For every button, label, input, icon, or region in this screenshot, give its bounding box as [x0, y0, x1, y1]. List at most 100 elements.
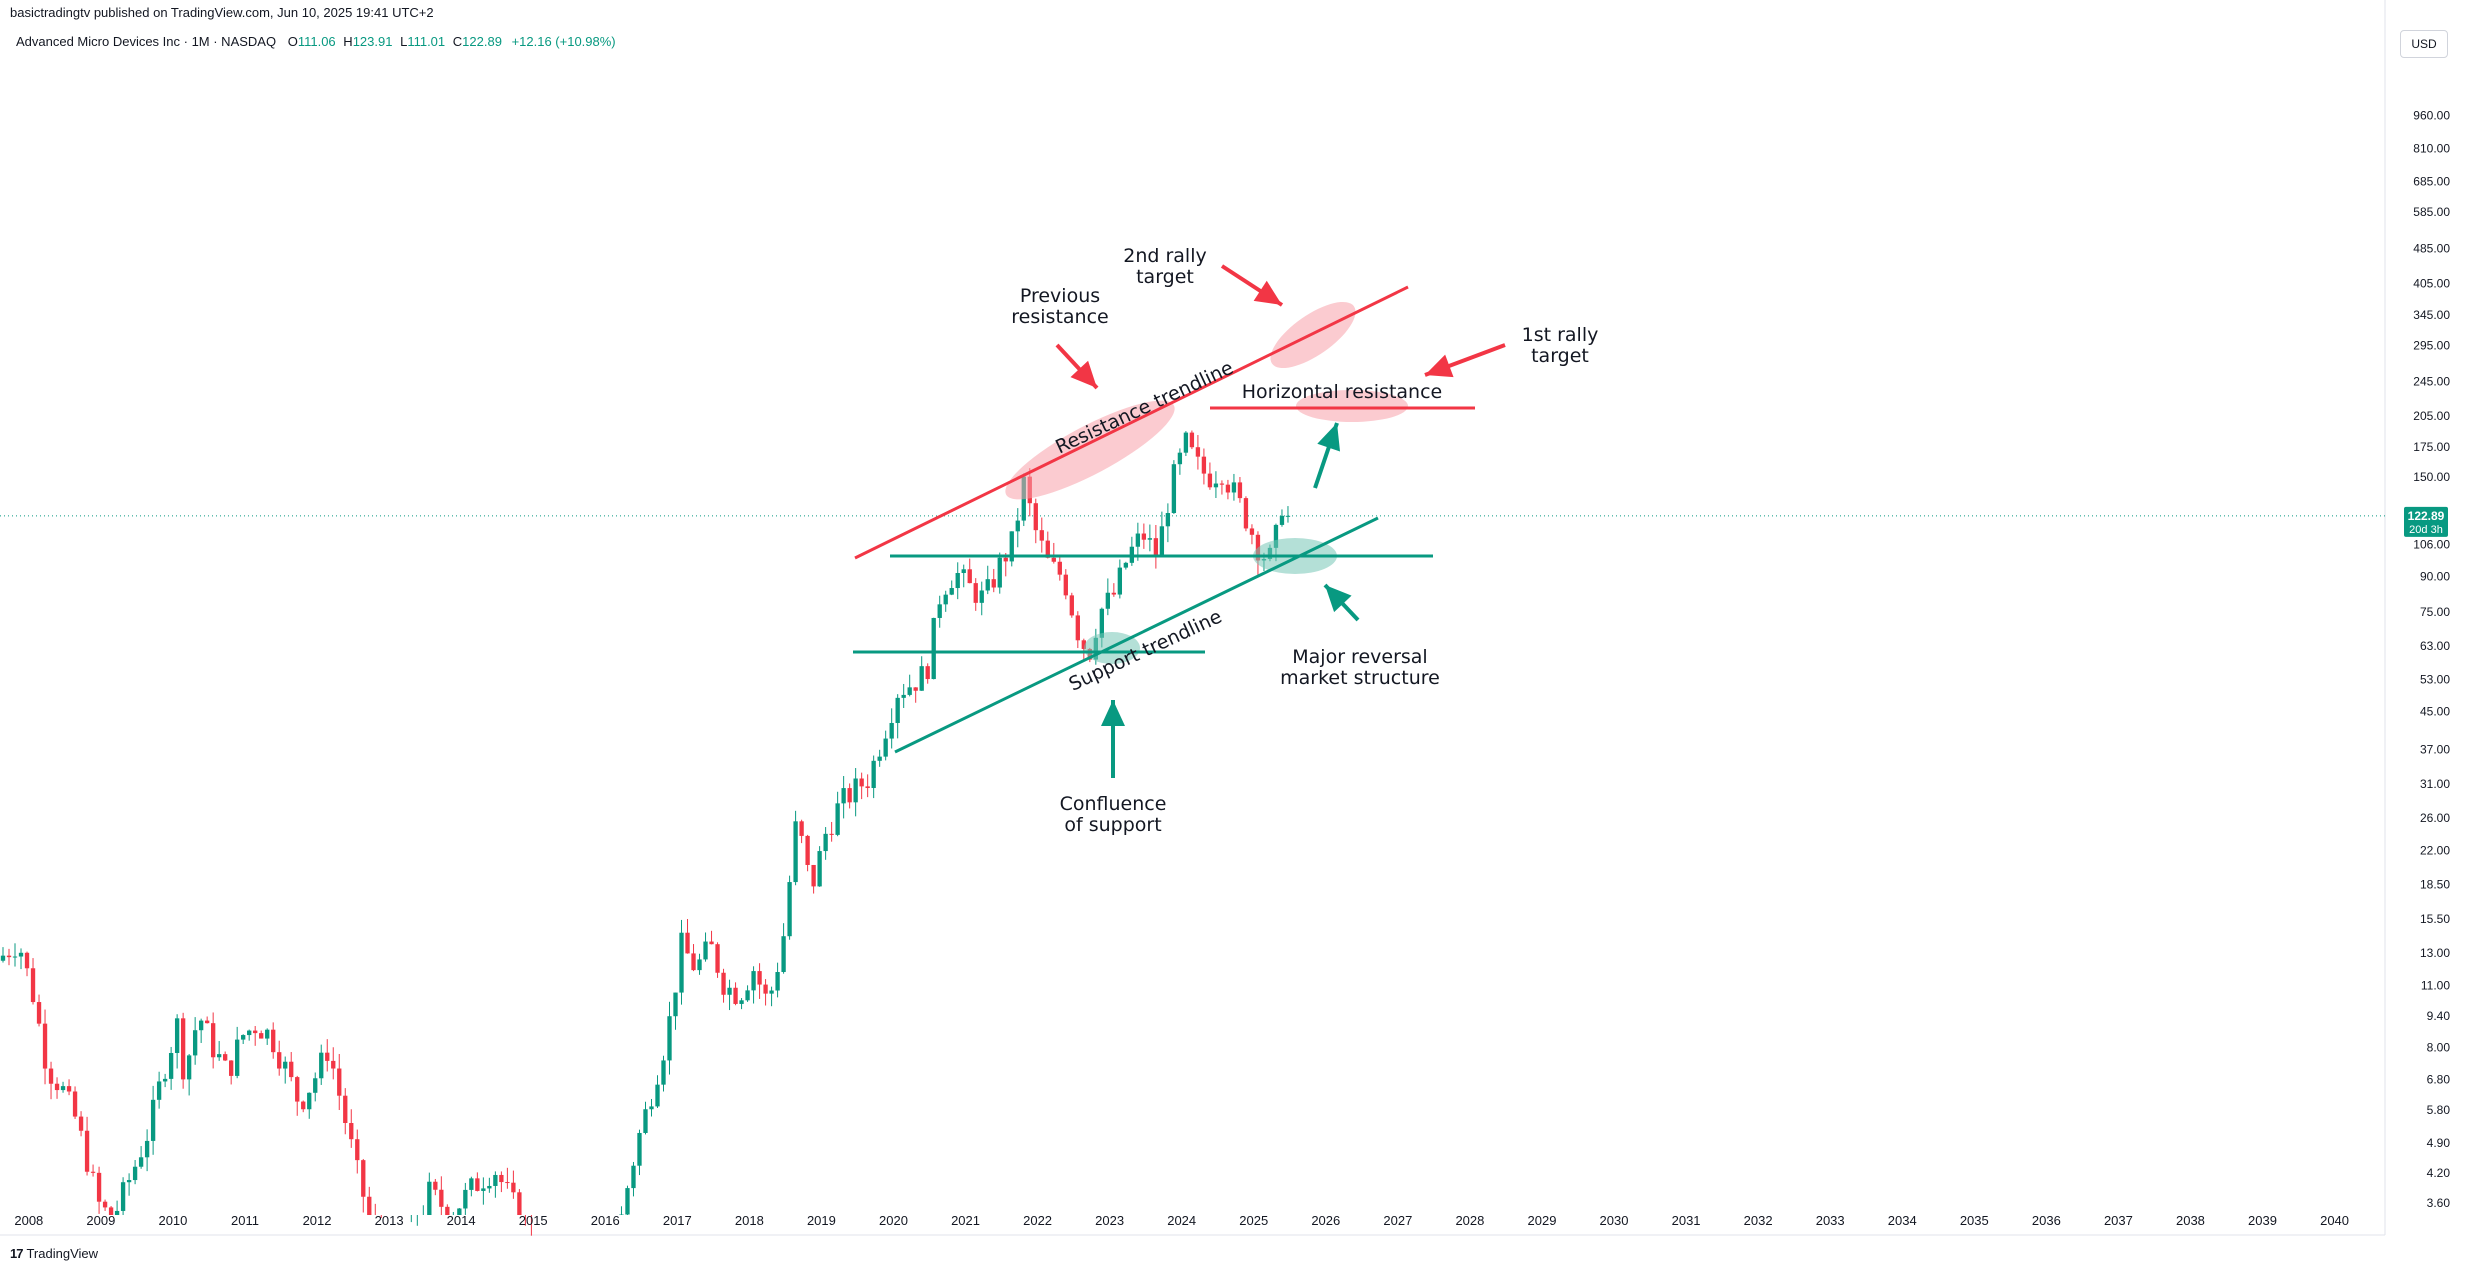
candle-body [769, 990, 774, 994]
close-label: C [452, 34, 463, 49]
x-tick-label: 2009 [86, 1213, 115, 1228]
high-value: 123.91 [352, 34, 393, 49]
candle-body [667, 1016, 672, 1061]
candle-body [943, 594, 948, 605]
y-tick-label: 8.00 [2427, 1041, 2451, 1055]
y-tick-label: 5.80 [2427, 1103, 2451, 1117]
candle-body [445, 1206, 450, 1215]
label-first-target-line: target [1531, 345, 1589, 367]
reversal-arrow-head [1325, 585, 1352, 613]
last-price-value: 122.89 [2408, 509, 2445, 523]
candle-body [787, 882, 792, 937]
candle-body [229, 1060, 234, 1076]
label-first-target: 1st rally target [1522, 324, 1599, 367]
candle-body [114, 1210, 120, 1215]
candle-body [643, 1109, 648, 1133]
previous-resistance-arrow-head [1070, 360, 1097, 388]
y-tick-label: 150.00 [2413, 470, 2450, 484]
label-major-reversal-line: market structure [1280, 667, 1440, 689]
candle-body [979, 590, 984, 603]
candle-body [727, 987, 732, 995]
candle-body [991, 579, 996, 588]
candle-body [126, 1180, 132, 1183]
label-major-reversal: Major reversal market structure [1280, 646, 1440, 689]
candle-body [1159, 526, 1165, 557]
candle-body [907, 687, 912, 695]
x-tick-label: 2018 [735, 1213, 764, 1228]
x-tick-label: 2011 [231, 1213, 259, 1228]
second-target-arrow-head [1253, 280, 1282, 305]
label-confluence-line: Confluence [1060, 793, 1167, 815]
y-tick-label: 106.00 [2413, 538, 2450, 552]
brand-name: TradingView [26, 1246, 99, 1261]
candle-body [349, 1123, 354, 1140]
candle-body [301, 1101, 306, 1110]
x-tick-label: 2033 [1816, 1213, 1845, 1228]
candle-body [1075, 615, 1080, 641]
candle-body [883, 738, 888, 757]
candle-body [757, 971, 762, 985]
candle-body [721, 972, 726, 995]
first-target-arrow-head [1425, 354, 1454, 378]
candle-body [12, 956, 18, 958]
candle-body [925, 666, 930, 680]
candle-body [631, 1165, 636, 1189]
candle-body [1033, 503, 1038, 531]
candle-body [1117, 567, 1123, 595]
publish-credit: basictradingtv published on TradingView.… [10, 5, 434, 20]
candle-body [72, 1091, 78, 1117]
y-tick-label: 11.00 [2421, 979, 2450, 993]
label-horizontal-resistance: Horizontal resistance [1242, 381, 1442, 403]
candle-body [715, 944, 720, 973]
candle-body [204, 1020, 210, 1024]
label-previous-resistance-line: resistance [1011, 306, 1108, 328]
x-tick-label: 2038 [2176, 1213, 2205, 1228]
y-tick-label: 26.00 [2420, 811, 2450, 825]
x-tick-label: 2021 [951, 1213, 980, 1228]
y-tick-label: 9.40 [2427, 1009, 2451, 1023]
y-tick-label: 3.60 [2427, 1196, 2451, 1210]
bar-countdown: 20d 3h [2409, 524, 2443, 536]
candle-body [505, 1182, 510, 1184]
candle-body [1009, 531, 1014, 562]
tradingview-brand[interactable]: 17 TradingView [10, 1246, 98, 1261]
y-tick-label: 4.20 [2427, 1166, 2451, 1180]
candle-body [1069, 595, 1074, 616]
x-tick-label: 2015 [519, 1213, 548, 1228]
label-previous-resistance-line: Previous [1020, 285, 1100, 307]
currency-button[interactable]: USD [2400, 30, 2448, 58]
candle-body [499, 1174, 504, 1183]
candle-body [180, 1018, 186, 1080]
candle-body [913, 687, 918, 691]
candle-body [48, 1068, 54, 1084]
axis-layer [0, 0, 2386, 1236]
last-price-tag-bg [2404, 506, 2448, 537]
x-tick-label: 2016 [591, 1213, 620, 1228]
candle-body [1243, 498, 1249, 529]
candle-body [649, 1106, 654, 1110]
candle-body [841, 788, 846, 804]
symbol-name[interactable]: Advanced Micro Devices Inc · 1M · NASDAQ [16, 34, 277, 49]
resistance-touch-highlight [1005, 400, 1175, 500]
candle-body [1141, 533, 1147, 540]
candle-body [331, 1060, 336, 1069]
candle-body [1225, 484, 1231, 493]
candle-body [793, 821, 798, 883]
candle-body [661, 1060, 666, 1085]
candle-body [691, 953, 696, 971]
candle-body [307, 1092, 312, 1110]
symbol-legend: Advanced Micro Devices Inc · 1M · NASDAQ… [16, 34, 616, 49]
candle-body [66, 1086, 72, 1092]
candle-body [108, 1207, 114, 1215]
x-tick-label: 2034 [1888, 1213, 1917, 1228]
low-label: L [400, 34, 408, 49]
x-tick-label: 2025 [1239, 1213, 1268, 1228]
candle-body [42, 1023, 48, 1069]
x-tick-label: 2026 [1311, 1213, 1340, 1228]
resistance-trendline [854, 285, 1409, 560]
change-value: +12.16 (+10.98%) [511, 34, 616, 49]
candle-body [865, 786, 870, 789]
candle-body [997, 557, 1002, 588]
